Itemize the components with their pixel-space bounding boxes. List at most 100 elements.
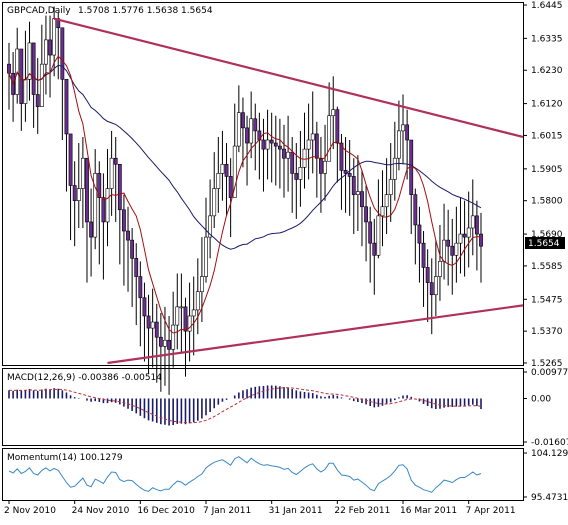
candle-body [380, 206, 385, 217]
date-tick-label: 31 Jan 2011 [269, 506, 323, 516]
candle-body [80, 157, 85, 189]
macd-label: MACD(12,26,9) -0.00386 -0.00514 [7, 373, 162, 383]
candle-body [72, 185, 77, 201]
candle-body [101, 197, 106, 223]
candle-body [310, 133, 315, 141]
candle-body [273, 142, 278, 147]
trendline-ascending [107, 304, 524, 365]
candle-body [327, 115, 332, 162]
macd-panel[interactable] [2, 368, 524, 446]
candle-body [150, 321, 155, 329]
trendline-descending [53, 17, 524, 139]
symbol-label: GBPCAD,Daily [7, 6, 71, 16]
candle-body [200, 276, 204, 293]
price-tick-label: 1.5905 [531, 165, 563, 175]
candle-body [134, 258, 139, 277]
candle-body [163, 339, 167, 347]
candle-body [433, 276, 438, 296]
candle-body [269, 139, 274, 144]
candle-body [249, 118, 254, 144]
candle-body [85, 157, 89, 223]
price-tick-label: 1.5265 [531, 359, 563, 369]
candle-body [397, 130, 401, 159]
candle-body [392, 157, 397, 180]
candle-body [19, 48, 24, 104]
candle-body [454, 242, 459, 256]
candle-body [175, 306, 180, 326]
candle-body [347, 173, 352, 177]
candle-body [360, 191, 364, 208]
candle-body [458, 233, 463, 244]
candle-body [306, 139, 311, 150]
candle-body [339, 142, 344, 171]
candle-body [191, 309, 196, 317]
candle-body [97, 173, 102, 198]
candle-body [368, 221, 373, 244]
candle-body [89, 221, 93, 238]
candle-body [195, 291, 200, 311]
candle-body [122, 209, 126, 232]
candle-body [351, 176, 356, 195]
candle-body [405, 124, 410, 141]
current-price-box [525, 237, 565, 249]
candle-body [117, 163, 122, 211]
candle-body [277, 145, 282, 150]
candle-body [48, 39, 52, 56]
candle-body [470, 215, 475, 229]
candle-body [417, 224, 422, 244]
price-tick-label: 1.6015 [531, 131, 563, 141]
price-tick-label: 1.6445 [531, 1, 563, 11]
price-tick-label: 1.5585 [531, 262, 563, 272]
momentum-tick-label: 104.1293 [531, 449, 568, 459]
candle-body [183, 306, 188, 332]
momentum-panel[interactable] [2, 448, 524, 501]
candle-body [179, 306, 184, 309]
ma-fast-line [8, 55, 481, 334]
candle-body [31, 42, 36, 95]
candle-body [60, 27, 65, 80]
candle-body [236, 112, 241, 147]
candle-body [7, 63, 11, 74]
candle-body [429, 282, 434, 296]
price-tick-label: 1.6230 [531, 66, 563, 76]
candle-body [442, 239, 446, 262]
candle-body [113, 157, 118, 165]
axis-marks: 1.6445 1.6335 1.6230 1.6120 1.6015 1.5905 1.58… [4, 1, 568, 516]
candle-body [438, 261, 442, 277]
candle-body [474, 215, 479, 235]
macd-tick-label: 0.00 [531, 394, 551, 404]
price-tick-label: 1.5370 [531, 327, 563, 337]
candle-body [39, 63, 44, 107]
candle-body [158, 336, 163, 347]
candle-body [446, 239, 451, 247]
macd-marks [8, 385, 482, 426]
candle-body [76, 188, 81, 201]
macd-tick-label: 0.00977 [531, 368, 568, 378]
candle-body [335, 109, 340, 144]
candle-body [462, 233, 467, 238]
candle-body [138, 276, 143, 299]
candle-body [216, 173, 221, 189]
candle-body [376, 215, 381, 256]
price-tick-label: 1.6335 [531, 34, 563, 44]
candle-body [171, 324, 176, 350]
price-tick-label: 1.5690 [531, 230, 563, 240]
candle-body [126, 230, 130, 241]
candle-body [323, 160, 327, 174]
candle-body [109, 157, 114, 189]
candle-body [44, 39, 48, 65]
price-marks [7, 6, 524, 395]
momentum-label: Momentum(14) 100.1279 [7, 453, 123, 463]
macd-signal-line [8, 387, 482, 424]
candle-body [290, 151, 295, 174]
momentum-marks [8, 456, 482, 493]
candle-body [154, 321, 159, 338]
candle-body [187, 315, 192, 332]
candle-body [35, 94, 40, 107]
candle-body [146, 315, 151, 329]
candle-body [282, 148, 286, 159]
candle-body [388, 179, 393, 195]
date-tick-label: 24 Nov 2010 [72, 506, 130, 516]
candle-body [204, 236, 208, 277]
candle-body [253, 118, 258, 132]
